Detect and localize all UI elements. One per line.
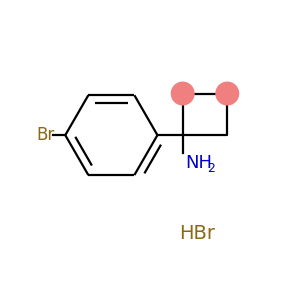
Text: 2: 2 bbox=[207, 162, 215, 175]
Text: NH: NH bbox=[186, 154, 213, 172]
Text: Br: Br bbox=[37, 126, 55, 144]
Text: HBr: HBr bbox=[180, 224, 216, 243]
Circle shape bbox=[216, 82, 239, 105]
Circle shape bbox=[171, 82, 194, 105]
